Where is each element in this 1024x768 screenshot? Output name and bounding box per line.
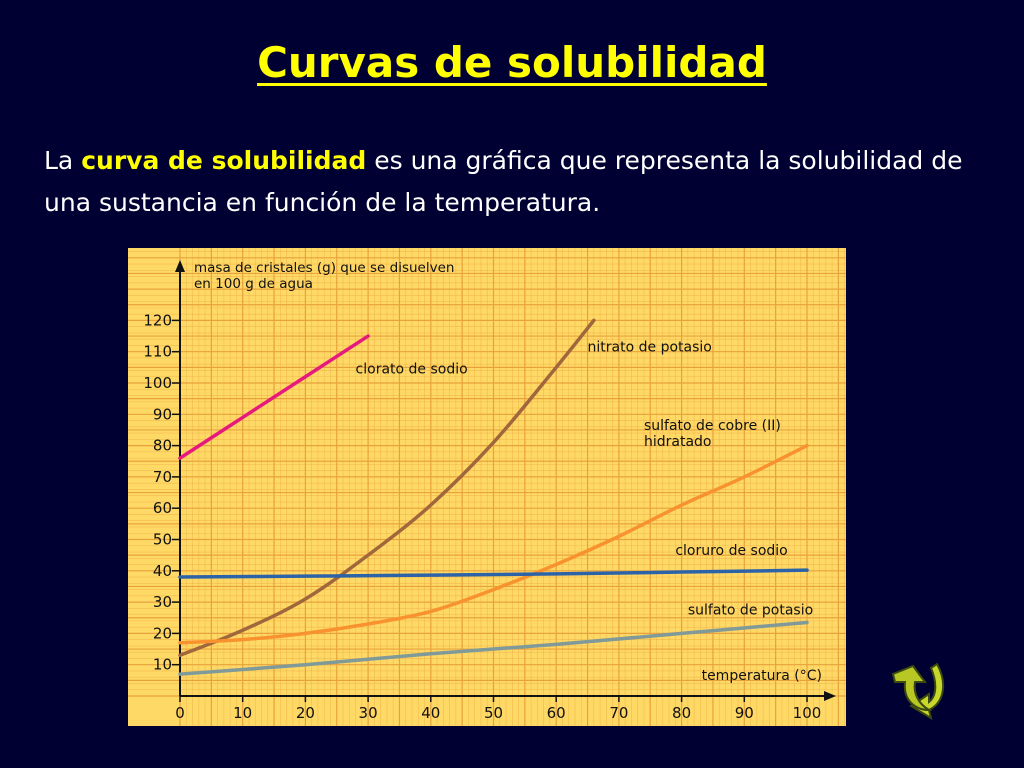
y-axis-label: masa de cristales (g) que se disuelven xyxy=(194,260,454,276)
series-line-cloruro-de-sodio xyxy=(178,568,809,579)
x-tick-label: 60 xyxy=(547,704,566,722)
next-slide-button[interactable] xyxy=(885,660,955,721)
intro-text-end: es una gráfica que representa la solubil… xyxy=(44,146,963,217)
slide-title: Curvas de solubilidad xyxy=(257,38,767,87)
y-tick-label: 100 xyxy=(143,374,172,392)
intro-paragraph: La curva de solubilidad es una gráfica q… xyxy=(44,140,994,224)
x-tick-label: 80 xyxy=(672,704,691,722)
intro-text-start: La xyxy=(44,146,82,175)
series-label-nitrato-de-potasio: nitrato de potasio xyxy=(588,340,712,356)
x-axis-label: temperatura (°C) xyxy=(702,668,822,684)
chart-svg: 0 10 20 30 40 50 60 70 80 90 100 10 20 30 40 50 60 70 80 90… xyxy=(128,248,846,726)
series-line-sulfato-de-cobre-ii-hidratado xyxy=(178,443,809,645)
x-tick-label: 30 xyxy=(359,704,378,722)
series-line-nitrato-de-potasio xyxy=(178,318,596,658)
y-tick-label: 50 xyxy=(153,531,172,549)
x-tick-label: 70 xyxy=(609,704,628,722)
y-tick-label: 60 xyxy=(153,499,172,517)
series-label-sulfato-de-cobre-ii-hidratado: sulfato de cobre (II) xyxy=(644,418,781,434)
series-label-cloruro-de-sodio: cloruro de sodio xyxy=(675,543,787,559)
y-axis-arrow xyxy=(175,260,185,272)
x-tick-label: 20 xyxy=(296,704,315,722)
x-axis-arrow xyxy=(824,691,836,701)
solubility-chart: 0 10 20 30 40 50 60 70 80 90 100 10 20 30 40 50 60 70 80 90… xyxy=(128,248,846,726)
series-label-sulfato-de-potasio: sulfato de potasio xyxy=(688,603,813,619)
x-tick-label: 90 xyxy=(735,704,754,722)
y-tick-label: 120 xyxy=(143,311,172,329)
y-tick-label: 70 xyxy=(153,468,172,486)
series-label-sulfato-de-cobre-ii-hidratado: hidratado xyxy=(644,434,712,450)
y-tick-label: 20 xyxy=(153,624,172,642)
y-tick-label: 80 xyxy=(153,437,172,455)
x-tick-label: 10 xyxy=(233,704,252,722)
intro-highlight: curva de solubilidad xyxy=(81,146,367,175)
y-tick-label: 110 xyxy=(143,343,172,361)
x-tick-label: 50 xyxy=(484,704,503,722)
curved-arrow-down-icon xyxy=(891,662,945,721)
y-tick-label: 90 xyxy=(153,405,172,423)
series-line-sulfato-de-potasio xyxy=(178,620,809,676)
y-tick-label: 40 xyxy=(153,562,172,580)
y-tick-label: 10 xyxy=(153,656,172,674)
series-label-clorato-de-sodio: clorato de sodio xyxy=(356,362,468,378)
x-tick-label: 100 xyxy=(793,704,822,722)
x-tick-label: 40 xyxy=(421,704,440,722)
y-axis-label-line2: en 100 g de agua xyxy=(194,276,313,292)
series-line-clorato-de-sodio xyxy=(178,334,370,460)
y-tick-label: 30 xyxy=(153,593,172,611)
x-tick-label: 0 xyxy=(175,704,185,722)
